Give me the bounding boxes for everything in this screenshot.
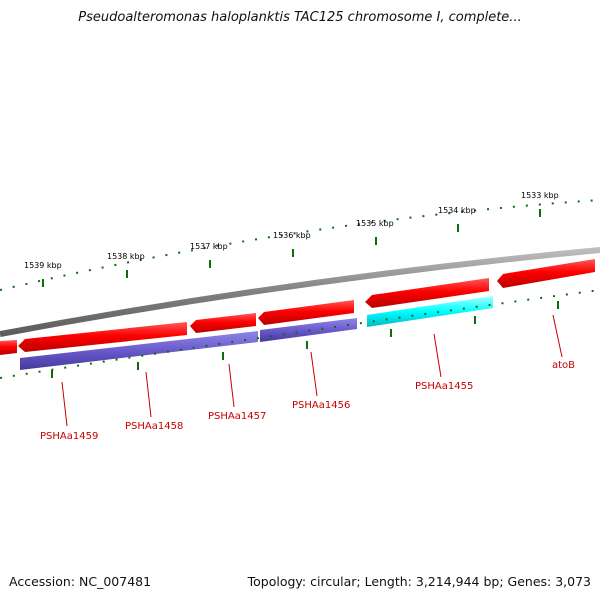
inner-minor-ticks	[0, 289, 600, 379]
accession-text: Accession: NC_007481	[9, 574, 152, 589]
tick-label: 1537 kbp	[190, 242, 228, 251]
leader-line	[552, 314, 563, 358]
gene-label-atob[interactable]: atoB	[552, 360, 575, 371]
tick-label: 1534 kbp	[438, 206, 476, 215]
map-title: Pseudoalteromonas haloplanktis TAC125 ch…	[78, 10, 522, 25]
inner-major-tick	[137, 362, 139, 370]
inner-tick-ruler	[0, 289, 600, 379]
major-tick-1534	[457, 224, 459, 232]
leader-line	[228, 363, 235, 408]
outer-tick-ruler	[0, 199, 600, 291]
gene-bar[interactable]	[20, 331, 258, 370]
cds-arrow[interactable]	[0, 340, 17, 355]
inner-major-tick	[51, 370, 53, 378]
tick-labels: 1539 kbp 1538 kbp 1537 kbp 1536 kbp 1535…	[24, 191, 559, 270]
cds-arrow[interactable]	[365, 278, 489, 308]
inner-major-tick	[222, 352, 224, 360]
leader-line	[145, 371, 152, 418]
major-tick-1537	[209, 260, 211, 268]
major-tick-1533	[539, 209, 541, 217]
major-tick-1535	[375, 237, 377, 245]
gene-label-pshaa1459[interactable]: PSHAa1459	[40, 431, 98, 442]
cds-arrow[interactable]	[497, 259, 595, 288]
tick-label: 1539 kbp	[24, 261, 62, 270]
gene-label-pshaa1456[interactable]: PSHAa1456	[292, 400, 350, 411]
gene-label-pshaa1458[interactable]: PSHAa1458	[125, 421, 183, 432]
cds-arrow[interactable]	[258, 300, 354, 325]
gene-label-pshaa1455[interactable]: PSHAa1455	[415, 381, 473, 392]
cds-arrow[interactable]	[190, 313, 256, 333]
tick-label: 1538 kbp	[107, 252, 145, 261]
leader-line	[310, 351, 318, 397]
major-tick-1538	[126, 270, 128, 278]
gene-leader-lines	[61, 314, 563, 427]
genome-backbone	[0, 247, 600, 337]
inner-major-tick	[306, 341, 308, 349]
cds-arrow[interactable]	[18, 322, 187, 352]
tick-label: 1535 kbp	[356, 219, 394, 228]
tick-label: 1533 kbp	[521, 191, 559, 200]
inner-major-tick	[390, 329, 392, 337]
inner-major-tick	[474, 316, 476, 324]
gene-label-pshaa1457[interactable]: PSHAa1457	[208, 411, 266, 422]
major-tick-1539	[42, 279, 44, 287]
gene-labels: PSHAa1459 PSHAa1458 PSHAa1457 PSHAa1456 …	[40, 360, 575, 442]
leader-line	[61, 381, 68, 427]
genome-summary-text: Topology: circular; Length: 3,214,944 bp…	[247, 574, 591, 589]
major-tick-1536	[292, 249, 294, 257]
forward-strand-cds	[0, 259, 595, 355]
gene-bar-highlighted[interactable]	[367, 296, 493, 327]
tick-label: 1536 kbp	[273, 231, 311, 240]
leader-line	[433, 333, 442, 378]
inner-major-tick	[557, 301, 559, 309]
